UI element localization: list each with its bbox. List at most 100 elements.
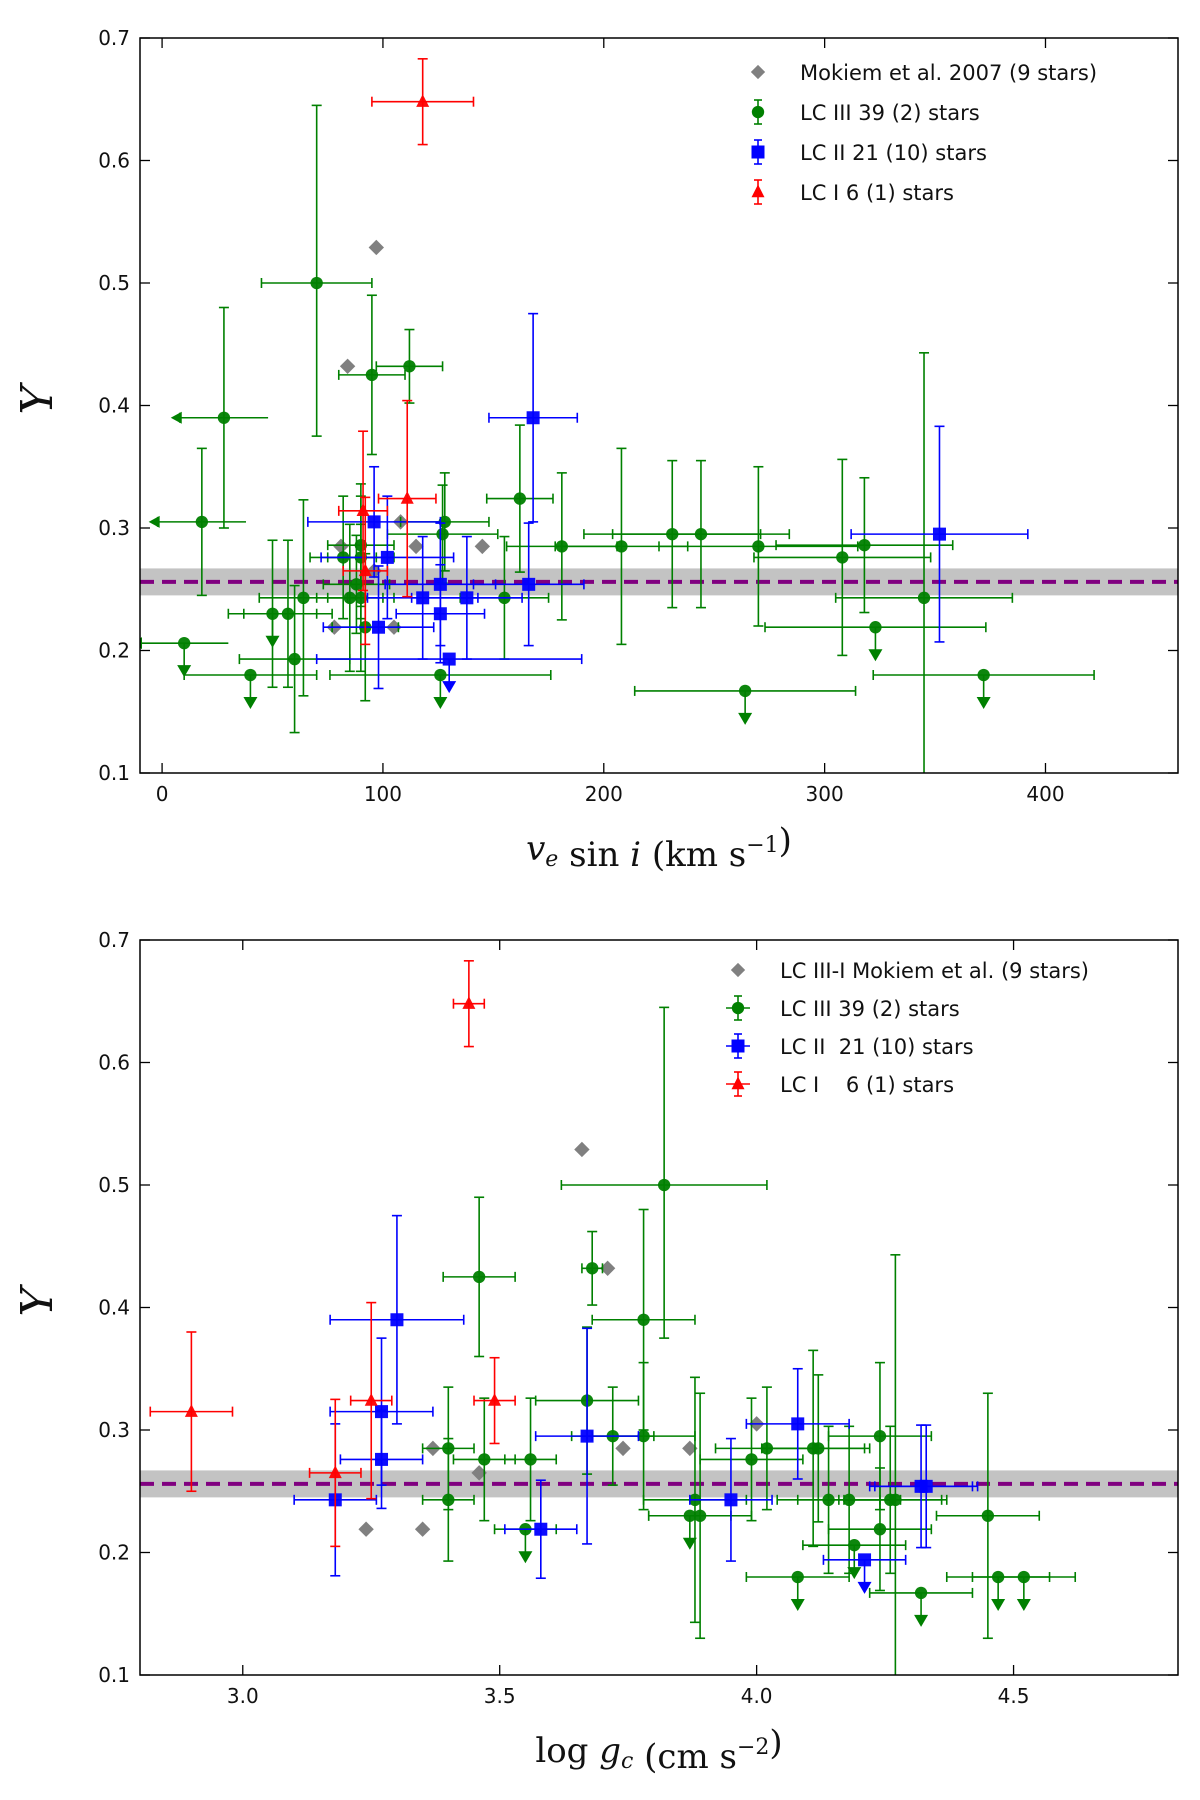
legend-item: LC III-I Mokiem et al. (9 stars) [730,959,1089,983]
upper-limit-arrow [442,681,457,694]
marker-circle [738,684,752,698]
upper-limit-arrow [243,697,258,709]
marker-diamond [615,1440,631,1457]
data-point [766,1374,871,1523]
data-point [745,1570,850,1611]
upper-limit-arrow [518,1551,533,1564]
x-axis-label: ve sin i (km s−1) [526,821,792,875]
marker-circle [244,668,257,682]
data-point [822,1553,907,1594]
x-tick-label: 3.5 [484,1684,516,1708]
data-point [140,636,229,678]
data-point [333,538,349,555]
marker-square [534,1522,548,1536]
marker-triangle [488,1393,502,1406]
marker-circle [177,636,191,650]
marker-circle [442,1493,455,1506]
marker-circle [297,591,310,604]
y-tick-label: 0.1 [98,1663,130,1687]
y-axis-label: Y [12,1284,63,1317]
data-point [699,1397,804,1522]
data-point [375,328,444,404]
y-tick-label: 0.6 [98,1051,130,1075]
legend-item: LC II 21 (10) stars [751,139,987,165]
data-point [971,1570,1077,1611]
marker-circle [436,527,449,541]
marker-circle [657,1178,671,1192]
upper-limit-arrow [857,1581,872,1594]
data-point [408,538,424,555]
data-point [339,1409,424,1510]
data-point [658,465,859,627]
marker-triangle [184,1404,198,1417]
legend-marker-diamond [750,64,766,80]
legend-label: LC I 6 (1) stars [780,1073,954,1097]
data-point [260,104,373,437]
data-point [472,522,585,647]
marker-square [932,527,946,541]
data-point [633,684,857,725]
marker-circle [350,578,363,591]
upper-limit-arrow [433,697,448,709]
upper-limit-arrow [790,1599,805,1611]
data-point [307,465,442,578]
data-point [745,1367,850,1480]
marker-square [375,1452,389,1466]
data-point [504,1397,558,1522]
data-point [308,1398,362,1548]
legend-label: Mokiem et al. 2007 (9 stars) [800,61,1097,85]
legend: Mokiem et al. 2007 (9 stars) LC III 39 (2… [750,61,1097,205]
upper-limit-arrow [868,649,883,662]
marker-circle [914,1586,928,1600]
data-point [868,1586,974,1627]
marker-circle [513,492,527,505]
upper-limit-arrow [738,712,753,725]
data-point [611,459,791,609]
plot-area [140,960,1178,1675]
data-point [329,668,552,709]
y-tick-label: 0.2 [98,639,130,663]
marker-circle [478,1453,491,1466]
data-point [329,1214,465,1425]
marker-circle [752,540,765,553]
marker-diamond [682,1440,698,1457]
data-point [647,1509,732,1550]
legend-label: LC II 21 (10) stars [800,141,987,165]
y-tick-label: 0.6 [98,149,130,173]
data-point [377,399,437,598]
chart-panel-1: 0.1 0.2 0.3 0.4 0.5 0.6 0.7 0 100 200 300 400 Yve si… [12,26,1179,875]
data-point [560,1006,768,1339]
data-point [386,484,499,584]
y-tick-label: 0.2 [98,1541,130,1565]
legend-marker-circle [751,105,765,119]
upper-limit-arrow [1016,1599,1031,1611]
series-4 [149,960,516,1548]
data-point [243,539,333,689]
data-point [349,1301,393,1500]
legend-marker-diamond [730,962,746,978]
x-axis-label: log gc (cm s−2) [535,1723,782,1777]
marker-triangle [356,503,370,517]
data-point [488,312,579,523]
marker-circle [873,1429,887,1443]
marker-diamond [471,1465,487,1481]
marker-triangle [462,996,476,1009]
data-point [322,534,391,635]
marker-square [380,550,394,564]
marker-square [919,1479,933,1493]
series-3 [307,312,1029,694]
marker-circle [869,621,882,634]
data-point [258,499,349,697]
marker-circle [1017,1570,1031,1584]
upper-limit-arrow [265,635,280,648]
marker-circle [791,1570,804,1584]
y-tick-label: 0.4 [98,1296,130,1320]
x-tick-label: 3.0 [227,1684,259,1708]
marker-circle [365,368,379,382]
marker-circle [281,607,295,620]
marker-diamond [574,1141,590,1158]
upper-limit-arrow [991,1599,1006,1611]
marker-square [390,1313,404,1327]
data-point [874,1424,979,1549]
